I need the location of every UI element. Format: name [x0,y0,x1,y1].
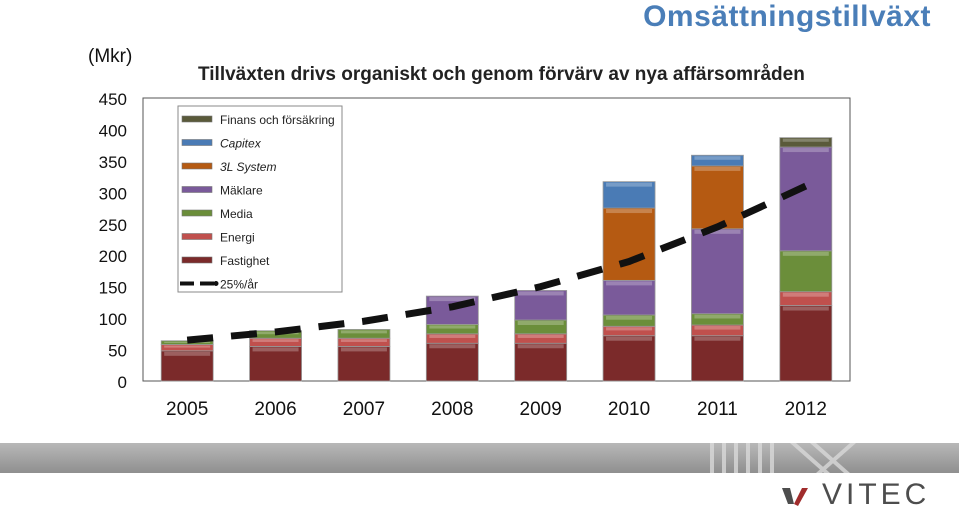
y-axis-unit: (Mkr) [88,46,133,67]
bar-highlight [782,148,829,153]
bar-highlight [252,339,299,342]
bar-segment-fastighet [779,305,833,382]
bar-highlight [694,166,741,171]
y-tick-label: 50 [108,342,127,361]
bar-segment-media [779,250,833,293]
chart-subtitle: Tillväxten drivs organiskt och genom för… [198,64,805,85]
legend-label: 3L System [220,160,276,174]
bar-segment-capitex [691,154,744,167]
y-tick-label: 0 [118,373,127,392]
bar-highlight [517,334,564,338]
bar-highlight [606,336,653,341]
x-tick-label: 2009 [520,399,562,420]
bar-highlight [782,138,829,142]
x-tick-label: 2006 [254,399,296,420]
bar-segment-maklare [779,146,833,252]
trend-line [186,182,808,344]
y-tick-label: 300 [99,184,127,203]
bar-highlight [606,182,653,187]
legend-swatch-capitex [181,139,213,146]
bar-highlight [694,326,741,330]
legend-swatch-fastighet [181,256,213,264]
vitec-logo-text: VITEC [822,478,931,511]
bar-segment-media [337,329,391,339]
x-tick-label: 2012 [785,399,827,420]
x-tick-label: 2008 [431,399,473,420]
bar-highlight [517,344,564,349]
bar-highlight [606,315,653,320]
bar-highlight [164,351,211,356]
legend-swatch-maklare [181,186,213,193]
bar-segment-fastighet [514,342,568,382]
y-tick-label: 250 [99,216,127,235]
bar-highlight [164,345,211,348]
bar-segment-media [160,340,214,345]
bar-highlight [429,344,476,349]
vitec-logo-icon [782,488,808,506]
legend-swatch-system3l [181,162,213,170]
legend-label: 25%/år [220,278,258,292]
x-tick-label: 2005 [166,399,208,420]
legend-label: Mäklare [220,184,263,198]
y-tick-label: 450 [99,90,127,109]
bar-highlight [694,336,741,341]
bar-segment-fastighet [602,335,656,382]
bar-highlight [606,327,653,331]
bar-segment-fastighet [160,350,214,382]
legend-label: Energi [220,231,255,245]
y-tick-label: 200 [99,247,127,266]
bar-segment-energi [160,344,214,352]
x-tick-label: 2007 [343,399,385,420]
bar-highlight [340,339,387,342]
bar-highlight [340,330,387,334]
stacked-bar-chart: 0 50 100 150 200 250 300 350 400 450 2005 2006 2007 2… [99,90,851,420]
legend-label: Finans och försäkring [220,113,335,127]
bar-highlight [429,297,476,302]
bar-segment-system3l [691,165,744,230]
bar-highlight [340,347,387,352]
y-tick-label: 150 [99,279,127,298]
bar-highlight [517,291,564,296]
bar-highlight [429,334,476,338]
bar-segment-maklare [514,290,568,321]
y-tick-label: 350 [99,153,127,172]
bar-highlight [782,306,829,311]
legend-marker [213,281,219,286]
bar-highlight [694,156,741,160]
legend-swatch-finans [181,115,213,123]
bar-highlight [164,341,211,344]
x-tick-label: 2010 [608,399,650,420]
bar-highlight [782,292,829,297]
x-tick-label: 2011 [697,399,738,420]
bar-highlight [252,347,299,352]
bar-highlight [429,325,476,329]
y-tick-label: 400 [99,121,127,140]
bar-segment-maklare [691,228,744,315]
bar-highlight [606,281,653,286]
bar-highlight [782,251,829,256]
bar-highlight [517,320,564,325]
bar-segment-capitex [602,181,656,209]
legend-label: Capitex [220,137,262,151]
bar-segment-fastighet [249,346,302,382]
bar-segment-system3l [602,207,656,281]
bar-segment-fastighet [337,346,391,382]
bar-segment-maklare [602,279,656,316]
bar-highlight [606,209,653,214]
bar-segment-fastighet [691,335,744,382]
y-tick-label: 100 [99,310,127,329]
bar-segment-finans [779,137,833,148]
legend-swatch-energi [181,233,213,240]
bar-highlight [694,314,741,319]
decorative-stripes [710,443,856,473]
legend-label: Media [220,207,253,221]
legend-label: Fastighet [220,254,270,268]
legend-swatch-media [181,209,213,217]
bar-highlight [694,229,741,234]
page-title: Omsättningstillväxt [643,0,931,33]
bar-segment-fastighet [425,342,479,382]
